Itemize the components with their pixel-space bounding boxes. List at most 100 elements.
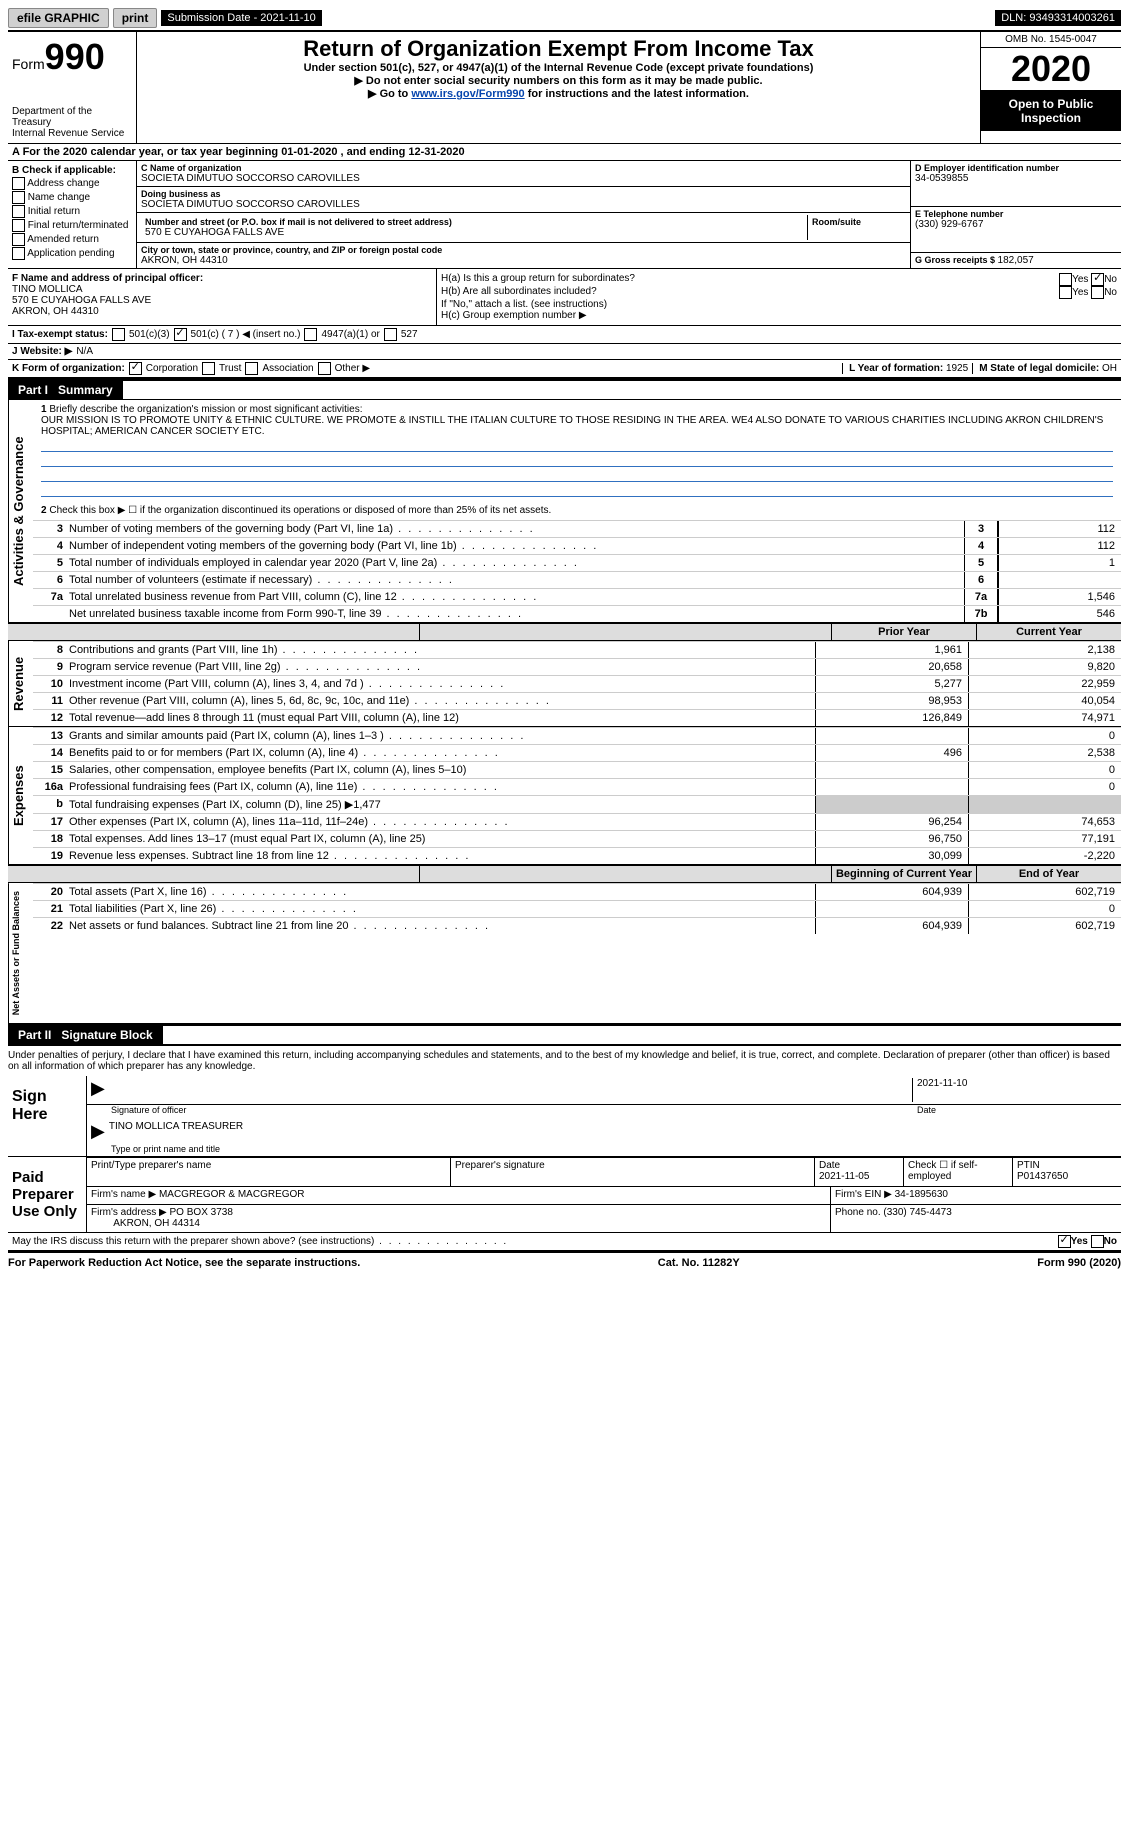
street-label: Number and street (or P.O. box if mail i…: [145, 217, 803, 227]
hb-note: If "No," attach a list. (see instruction…: [441, 299, 1117, 310]
form-title: Return of Organization Exempt From Incom…: [137, 32, 980, 143]
line22: Net assets or fund balances. Subtract li…: [65, 918, 815, 934]
line14: Benefits paid to or for members (Part IX…: [65, 745, 815, 761]
final-return-checkbox[interactable]: [12, 219, 25, 232]
discuss-yes-checkbox[interactable]: [1058, 1235, 1071, 1248]
line15: Salaries, other compensation, employee b…: [65, 762, 815, 778]
p22: 604,939: [815, 918, 968, 934]
line6: Total number of volunteers (estimate if …: [65, 572, 964, 588]
mission-text: OUR MISSION IS TO PROMOTE UNITY & ETHNIC…: [41, 415, 1103, 437]
firm-name: MACGREGOR & MACGREGOR: [159, 1189, 305, 1200]
tel-label: E Telephone number: [915, 209, 1117, 219]
prep-name-label: Print/Type preparer's name: [87, 1158, 451, 1186]
c22: 602,719: [968, 918, 1121, 934]
line7a: Total unrelated business revenue from Pa…: [65, 589, 964, 605]
initial-return-checkbox[interactable]: [12, 205, 25, 218]
line16b: Total fundraising expenses (Part IX, col…: [65, 796, 815, 813]
line7b: Net unrelated business taxable income fr…: [65, 606, 964, 622]
p16a: [815, 779, 968, 795]
tab-netassets: Net Assets or Fund Balances: [8, 883, 33, 1023]
paperwork-notice: For Paperwork Reduction Act Notice, see …: [8, 1257, 360, 1269]
p18: 96,750: [815, 831, 968, 847]
trust-checkbox[interactable]: [202, 362, 215, 375]
p10: 5,277: [815, 676, 968, 692]
current-year-header: Current Year: [976, 624, 1121, 640]
city-label: City or town, state or province, country…: [141, 245, 906, 255]
dln: DLN: 93493314003261: [995, 10, 1121, 26]
assoc-checkbox[interactable]: [245, 362, 258, 375]
line1-label: Briefly describe the organization's miss…: [49, 404, 362, 415]
val7a: 1,546: [998, 589, 1121, 605]
p9: 20,658: [815, 659, 968, 675]
ha-label: H(a) Is this a group return for subordin…: [441, 273, 635, 286]
officer-addr1: 570 E CUYAHOGA FALLS AVE: [12, 295, 432, 306]
officer-label: F Name and address of principal officer:: [12, 273, 432, 284]
hb-no-checkbox[interactable]: [1091, 286, 1104, 299]
p15: [815, 762, 968, 778]
c13: 0: [968, 728, 1121, 744]
part1-header: Part I Summary: [8, 381, 123, 399]
val7b: 546: [998, 606, 1121, 622]
527-checkbox[interactable]: [384, 328, 397, 341]
typed-label: Type or print name and title: [87, 1144, 1121, 1156]
print-button[interactable]: print: [113, 8, 158, 28]
tab-governance: Activities & Governance: [8, 400, 33, 622]
c18: 77,191: [968, 831, 1121, 847]
4947-checkbox[interactable]: [304, 328, 317, 341]
c9: 9,820: [968, 659, 1121, 675]
formorg-label: K Form of organization:: [12, 363, 125, 374]
c12: 74,971: [968, 710, 1121, 726]
discuss-no-checkbox[interactable]: [1091, 1235, 1104, 1248]
end-year-header: End of Year: [976, 866, 1121, 882]
line21: Total liabilities (Part X, line 26): [65, 901, 815, 917]
line20: Total assets (Part X, line 16): [65, 884, 815, 900]
c21: 0: [968, 901, 1121, 917]
val4: 112: [998, 538, 1121, 554]
line19: Revenue less expenses. Subtract line 18 …: [65, 848, 815, 864]
corp-checkbox[interactable]: [129, 362, 142, 375]
ha-yes-checkbox[interactable]: [1059, 273, 1072, 286]
501c-checkbox[interactable]: [174, 328, 187, 341]
ein-label: D Employer identification number: [915, 163, 1117, 173]
self-employed-check[interactable]: Check ☐ if self-employed: [904, 1158, 1013, 1186]
amended-checkbox[interactable]: [12, 233, 25, 246]
hc-label: H(c) Group exemption number ▶: [441, 310, 1117, 321]
dba-label: Doing business as: [141, 189, 906, 199]
line17: Other expenses (Part IX, column (A), lin…: [65, 814, 815, 830]
other-checkbox[interactable]: [318, 362, 331, 375]
501c3-checkbox[interactable]: [112, 328, 125, 341]
taxexempt-label: I Tax-exempt status:: [12, 329, 108, 340]
efile-button[interactable]: efile GRAPHIC: [8, 8, 109, 28]
date-label: Date: [917, 1105, 1117, 1115]
form-id: Form990 Department of the Treasury Inter…: [8, 32, 137, 143]
ein: 34-0539855: [915, 173, 1117, 184]
c15: 0: [968, 762, 1121, 778]
line13: Grants and similar amounts paid (Part IX…: [65, 728, 815, 744]
p13: [815, 728, 968, 744]
typed-name: TINO MOLLICA TREASURER: [109, 1121, 243, 1142]
sig-date: 2021-11-10: [912, 1078, 1117, 1102]
begin-year-header: Beginning of Current Year: [831, 866, 976, 882]
part2-header: Part II Signature Block: [8, 1026, 163, 1044]
tax-year-line: A For the 2020 calendar year, or tax yea…: [8, 144, 1121, 161]
irs-link[interactable]: www.irs.gov/Form990: [411, 88, 524, 100]
val5: 1: [998, 555, 1121, 571]
discuss-label: May the IRS discuss this return with the…: [12, 1236, 508, 1247]
org-name-label: C Name of organization: [141, 163, 906, 173]
hb-yes-checkbox[interactable]: [1059, 286, 1072, 299]
org-name: SOCIETA DIMUTUO SOCCORSO CAROVILLES: [141, 173, 906, 184]
year-formation: 1925: [946, 363, 968, 374]
website-label: J Website: ▶: [12, 346, 72, 357]
form-footer: Form 990 (2020): [1037, 1257, 1121, 1269]
ha-no-checkbox[interactable]: [1091, 273, 1104, 286]
penalties-text: Under penalties of perjury, I declare th…: [8, 1045, 1121, 1076]
line5: Total number of individuals employed in …: [65, 555, 964, 571]
hb-label: H(b) Are all subordinates included?: [441, 286, 597, 299]
name-change-checkbox[interactable]: [12, 191, 25, 204]
addr-change-checkbox[interactable]: [12, 177, 25, 190]
line9: Program service revenue (Part VIII, line…: [65, 659, 815, 675]
application-pending-checkbox[interactable]: [12, 247, 25, 260]
c8: 2,138: [968, 642, 1121, 658]
p11: 98,953: [815, 693, 968, 709]
c10: 22,959: [968, 676, 1121, 692]
